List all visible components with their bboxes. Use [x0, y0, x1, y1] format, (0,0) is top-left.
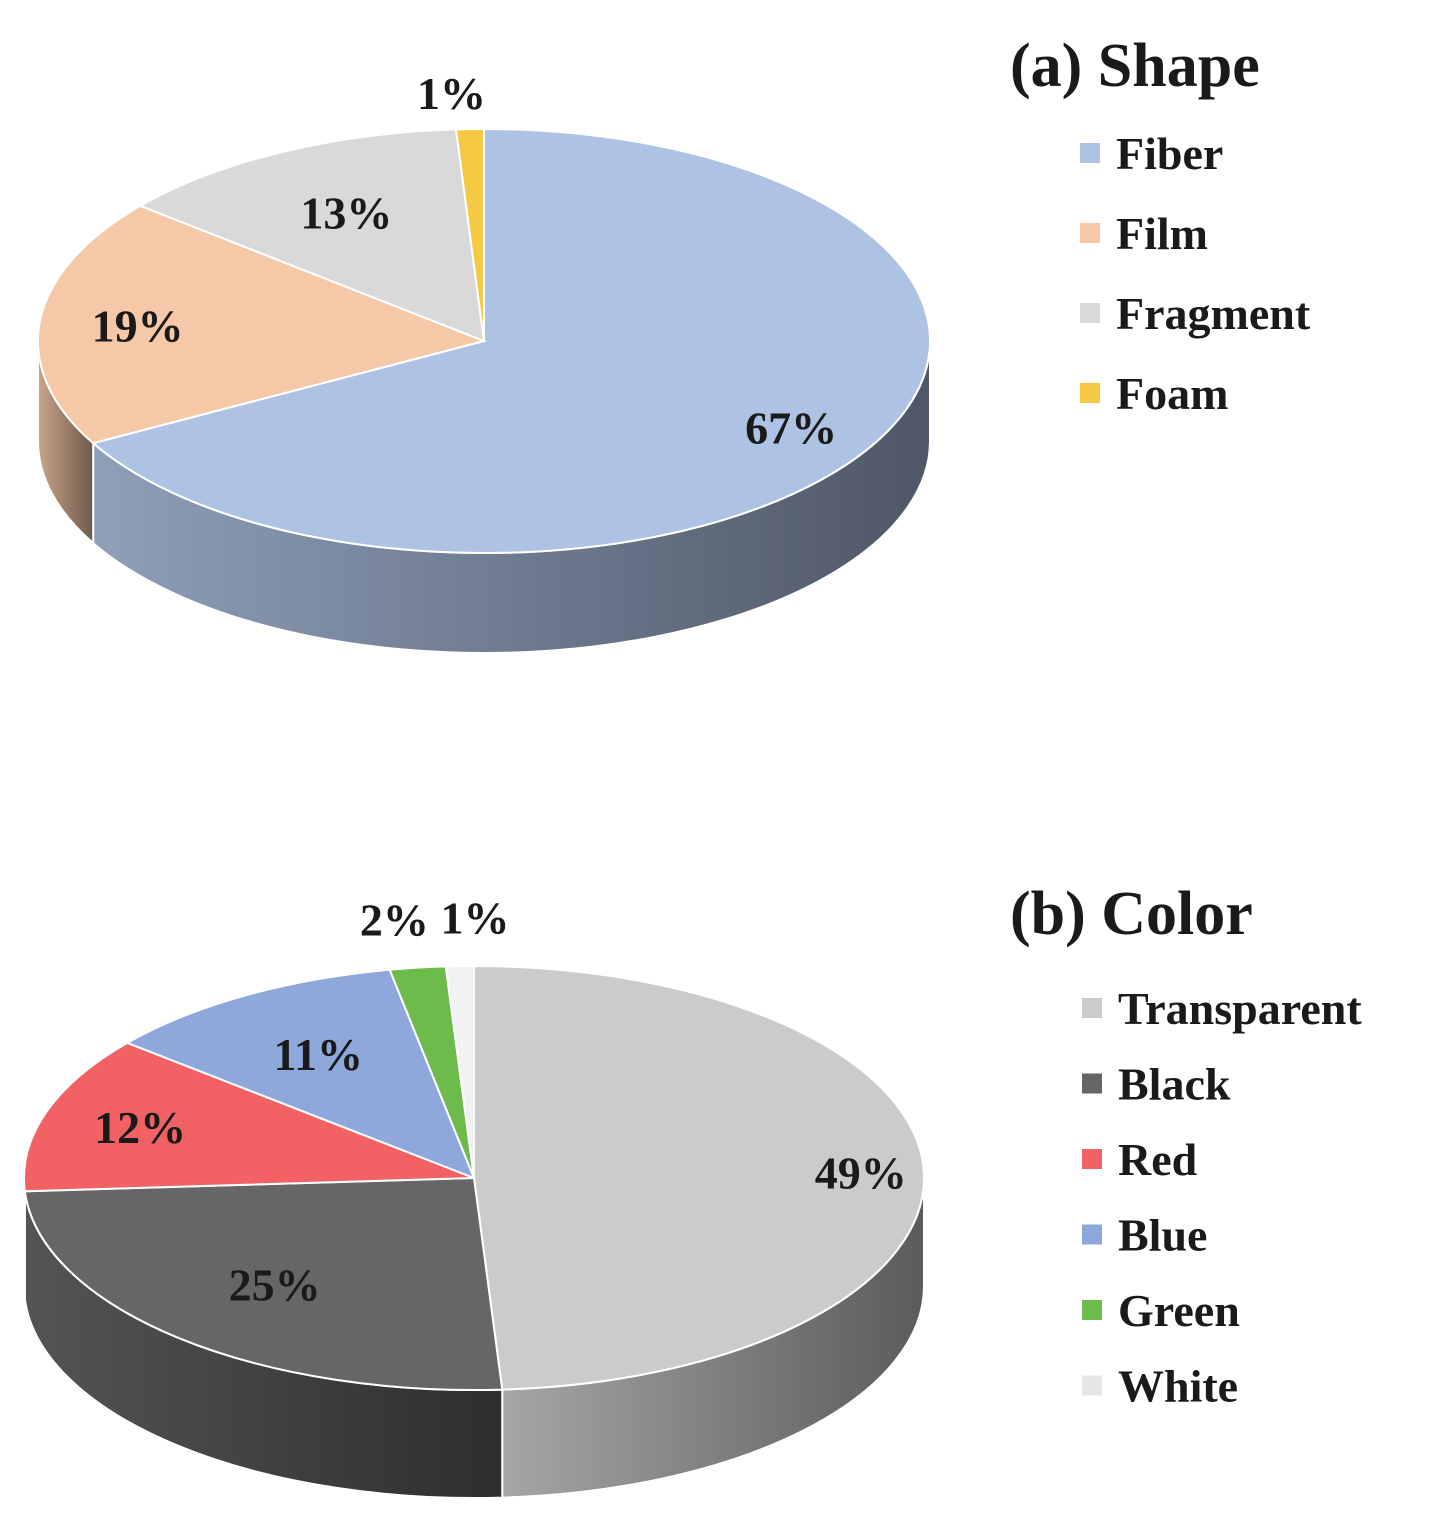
data-label-foam: 1%	[417, 68, 486, 119]
legend-label-film: Film	[1116, 208, 1208, 259]
legend-swatch-transparent	[1082, 998, 1102, 1018]
chart-title-shape: (a) Shape	[1010, 32, 1260, 100]
legend-label-red: Red	[1118, 1134, 1198, 1185]
legend-label-transparent: Transparent	[1118, 983, 1362, 1034]
pie-slice-fragment	[138, 128, 486, 343]
legend-label-green: Green	[1118, 1285, 1240, 1336]
pie-slice-transparent	[473, 964, 925, 1391]
legend-swatch-green	[1082, 1300, 1102, 1320]
pie-slice-film	[37, 204, 488, 445]
data-label-film: 19%	[92, 300, 184, 351]
legend-swatch-foam	[1080, 383, 1100, 403]
legend-swatch-blue	[1082, 1224, 1102, 1245]
legend-label-blue: Blue	[1118, 1210, 1207, 1261]
legend-swatch-fiber	[1080, 143, 1100, 163]
pie-slice-black	[23, 1176, 504, 1391]
legend-swatch-fragment	[1080, 303, 1100, 323]
legend-label-fiber: Fiber	[1116, 128, 1223, 179]
legend-swatch-black	[1082, 1073, 1102, 1094]
data-label-black: 25%	[229, 1260, 321, 1311]
data-label-white: 1%	[441, 893, 510, 944]
legend-swatch-red	[1082, 1149, 1102, 1169]
data-label-green: 2%	[360, 895, 429, 946]
pie-slice-foam	[454, 127, 485, 342]
data-label-fragment: 13%	[300, 188, 392, 239]
chart-title-color: (b) Color	[1010, 880, 1253, 948]
shape-pie-chart: (a) Shape 67% 19% 13% 1% Fiber Film Fragment F…	[37, 32, 1311, 654]
legend-label-white: White	[1118, 1361, 1238, 1412]
pie-slice-white	[444, 964, 475, 1179]
data-label-transparent: 49%	[815, 1147, 907, 1198]
pie-slice-red	[23, 1041, 475, 1193]
data-label-fiber: 67%	[745, 402, 837, 453]
legend-swatch-white	[1082, 1375, 1102, 1396]
pie-slice-blue	[124, 968, 476, 1180]
legend-label-fragment: Fragment	[1116, 288, 1311, 339]
pie-slice-fiber	[91, 127, 931, 554]
legend-swatch-film	[1080, 223, 1100, 243]
color-pie-chart: (b) Color 49% 25% 12% 11% 2% 1% Transparent Bl…	[23, 880, 1362, 1499]
legend-label-black: Black	[1118, 1059, 1231, 1110]
legend-label-foam: Foam	[1116, 368, 1228, 419]
data-label-blue: 11%	[273, 1029, 362, 1080]
data-label-red: 12%	[94, 1102, 186, 1153]
